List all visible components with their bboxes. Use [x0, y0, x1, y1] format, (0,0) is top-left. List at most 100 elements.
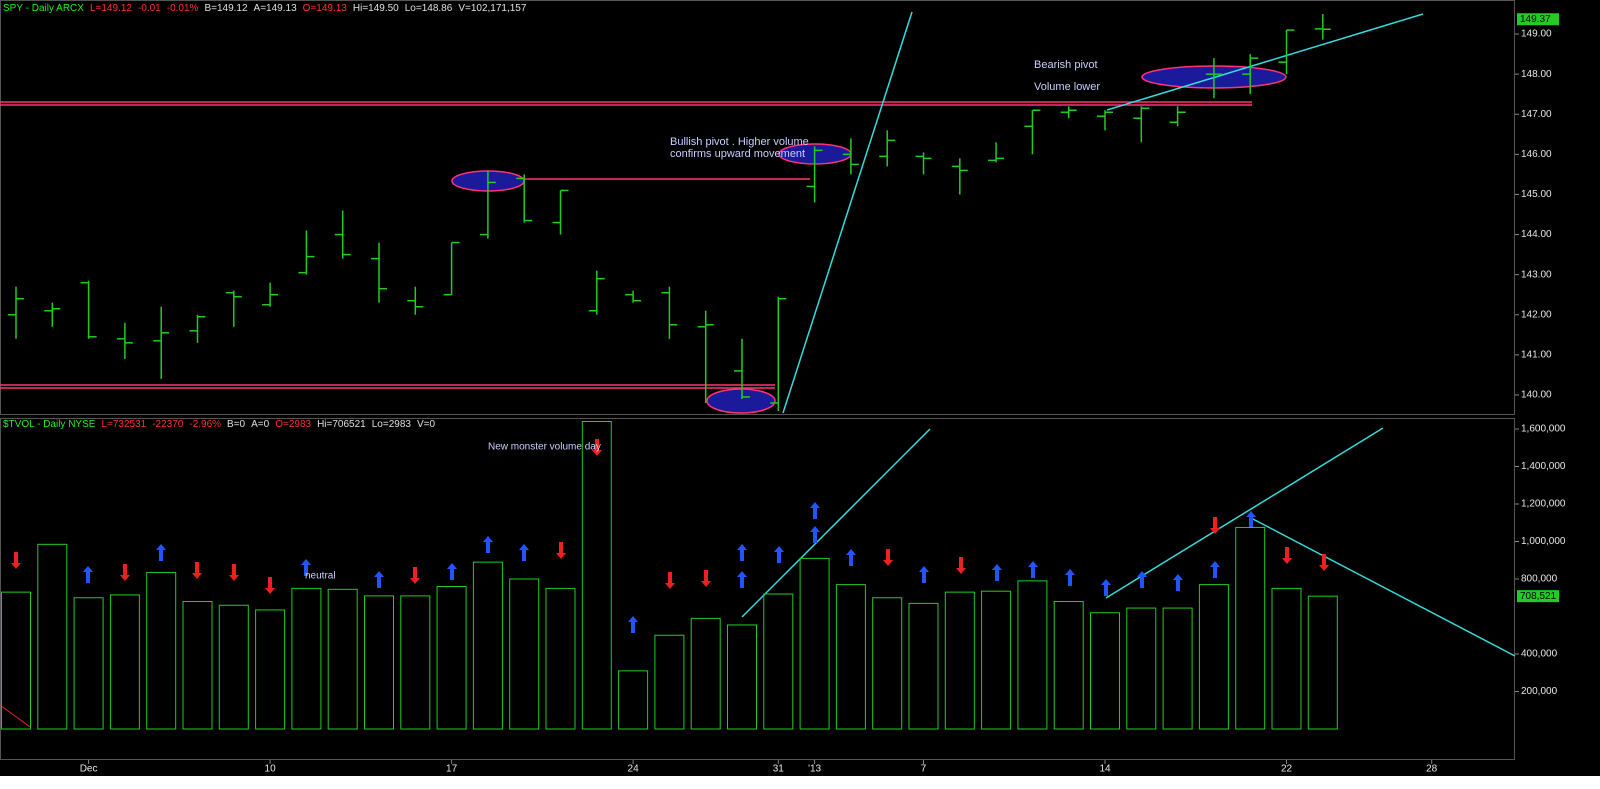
header-field: L=732531: [101, 419, 146, 430]
header-field: SPY - Daily ARCX: [3, 3, 84, 14]
y-tick-label: 1,000,000: [1521, 536, 1566, 547]
header-field: Lo=2983: [372, 419, 412, 430]
y-tick-label: 147.00: [1521, 109, 1552, 120]
volume-bar: [218, 604, 249, 730]
volume-bar: [654, 634, 685, 730]
volume-bar: [146, 571, 177, 730]
trend-line: [1105, 427, 1384, 599]
volume-bar: [908, 602, 939, 730]
y-tick-label: 141.00: [1521, 349, 1552, 360]
volume-bar: [1126, 607, 1157, 730]
volume-bar: [255, 609, 286, 730]
header-field: -0.01: [138, 3, 161, 14]
volume-bar: [1198, 584, 1229, 730]
y-tick-label: 142.00: [1521, 309, 1552, 320]
header-field: $TVOL - Daily NYSE: [3, 419, 96, 430]
y-tick-label: 146.00: [1521, 149, 1552, 160]
trend-line: [782, 11, 913, 414]
volume-bar: [727, 624, 757, 730]
volume-bar: [981, 590, 1012, 730]
x-tick-label: 10: [265, 764, 277, 775]
y-tick-label: 145.00: [1521, 189, 1552, 200]
trend-line: [1250, 517, 1516, 657]
header-field: O=2983: [275, 419, 311, 430]
volume-bar: [1271, 587, 1302, 730]
volume-bar: [545, 587, 576, 730]
volume-bar: [291, 587, 322, 730]
header-field: B=0: [227, 419, 246, 430]
x-tick-label: 28: [1426, 764, 1438, 775]
last-value-label: 708,521: [1520, 591, 1557, 602]
volume-bar: [618, 670, 649, 730]
annotation: neutral: [305, 571, 336, 582]
header-field: Hi=706521: [317, 419, 366, 430]
volume-bar: [763, 593, 794, 730]
volume-bar: [327, 588, 358, 730]
y-tick-label: 148.00: [1521, 69, 1552, 80]
annotation: Bearish pivot: [1034, 59, 1098, 71]
volume-bar: [799, 557, 830, 730]
volume-bar: [690, 617, 721, 730]
volume-bar: [1235, 526, 1266, 730]
annotation: confirms upward movement: [670, 148, 805, 160]
header-field: -2.96%: [189, 419, 221, 430]
volume-header: $TVOL - Daily NYSE L=732531 -22370 -2.96% B=…: [3, 419, 435, 430]
last-value-box: [1517, 13, 1559, 26]
volume-bar: [182, 601, 213, 730]
price-panel: [0, 0, 1515, 415]
annotation: New monster volume day: [488, 442, 601, 453]
header-field: A=0: [251, 419, 270, 430]
volume-bar: [472, 561, 503, 730]
volume-bar: [400, 595, 431, 730]
volume-bar: [835, 584, 866, 730]
header-field: Lo=148.86: [405, 3, 453, 14]
volume-panel: [0, 418, 1515, 760]
annotation: Bullish pivot . Higher volume: [670, 136, 809, 148]
header-field: L=149.12: [90, 3, 132, 14]
footer-strip: [0, 776, 1600, 789]
trend-line: [1106, 13, 1424, 111]
y-tick-label: 1,400,000: [1521, 461, 1566, 472]
x-tick-label: '13: [808, 764, 821, 775]
x-tick-label: 14: [1099, 764, 1111, 775]
y-tick-label: 1,200,000: [1521, 499, 1566, 510]
y-tick-label: 144.00: [1521, 229, 1552, 240]
trend-line: [741, 428, 931, 618]
y-tick-label: 1,600,000: [1521, 424, 1566, 435]
volume-bar: [581, 421, 612, 730]
volume-bar: [944, 591, 975, 730]
y-tick-label: 800,000: [1521, 574, 1558, 585]
volume-bar: [109, 594, 140, 730]
y-tick-label: 143.00: [1521, 269, 1552, 280]
header-field: -22370: [152, 419, 184, 430]
x-tick-label: 7: [921, 764, 927, 775]
indicator-line: [0, 704, 31, 728]
volume-bar: [509, 578, 540, 730]
x-tick-label: 31: [773, 764, 785, 775]
volume-bar: [436, 586, 467, 730]
header-field: Hi=149.50: [353, 3, 399, 14]
volume-bar: [1162, 607, 1193, 730]
header-field: V=0: [417, 419, 436, 430]
x-tick-label: 22: [1281, 764, 1293, 775]
volume-bar: [364, 595, 394, 730]
header-field: B=149.12: [204, 3, 248, 14]
volume-bar: [1017, 580, 1048, 730]
annotation: Volume lower: [1034, 81, 1100, 93]
header-field: -0.01%: [167, 3, 199, 14]
last-value-label: 149.37: [1520, 14, 1551, 25]
volume-bar: [37, 543, 68, 730]
volume-bar: [1090, 612, 1120, 730]
pivot-ellipse: [706, 388, 776, 414]
y-tick-label: 400,000: [1521, 649, 1558, 660]
volume-bar: [1053, 601, 1084, 730]
x-tick-label: Dec: [80, 764, 98, 775]
header-field: V=102,171,157: [458, 3, 527, 14]
y-tick-label: 149.00: [1521, 29, 1552, 40]
y-tick-label: 140.00: [1521, 390, 1552, 401]
last-value-box: [1517, 590, 1559, 603]
header-field: A=149.13: [254, 3, 298, 14]
header-field: O=149.13: [303, 3, 348, 14]
